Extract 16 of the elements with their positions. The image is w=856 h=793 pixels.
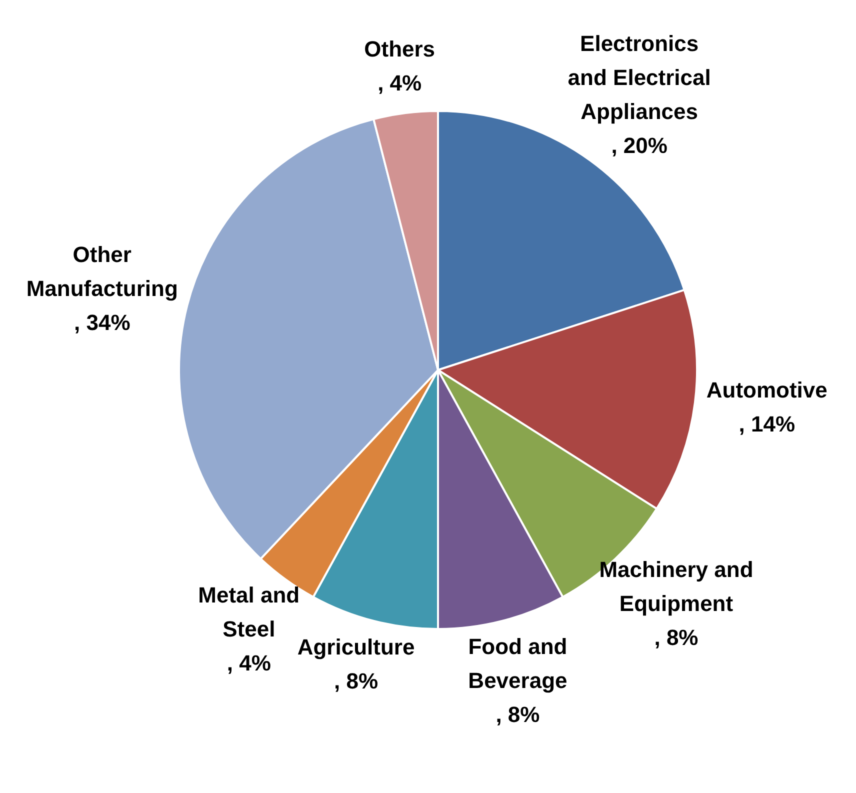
slice-label: Food and Beverage: [468, 634, 568, 693]
slice-label: Agriculture: [297, 634, 415, 660]
slice-label: Electronics and Electrical Appliances: [568, 30, 711, 124]
data-label: , 8%: [496, 702, 540, 727]
data-label: , 4%: [226, 650, 271, 676]
data-label: , 34%: [74, 310, 130, 335]
slice-label: Others: [364, 36, 436, 62]
data-label: , 14%: [738, 411, 796, 436]
data-label: , 4%: [378, 70, 422, 96]
slice-label: Other Manufacturing: [26, 242, 178, 301]
slice-label: Automotive: [706, 377, 828, 402]
data-label: , 8%: [334, 668, 378, 694]
slice-label: Machinery and Equipment: [599, 556, 754, 616]
data-label: , 20%: [611, 132, 668, 158]
slice-label: Metal and Steel: [198, 582, 300, 642]
data-label: , 8%: [654, 624, 698, 650]
